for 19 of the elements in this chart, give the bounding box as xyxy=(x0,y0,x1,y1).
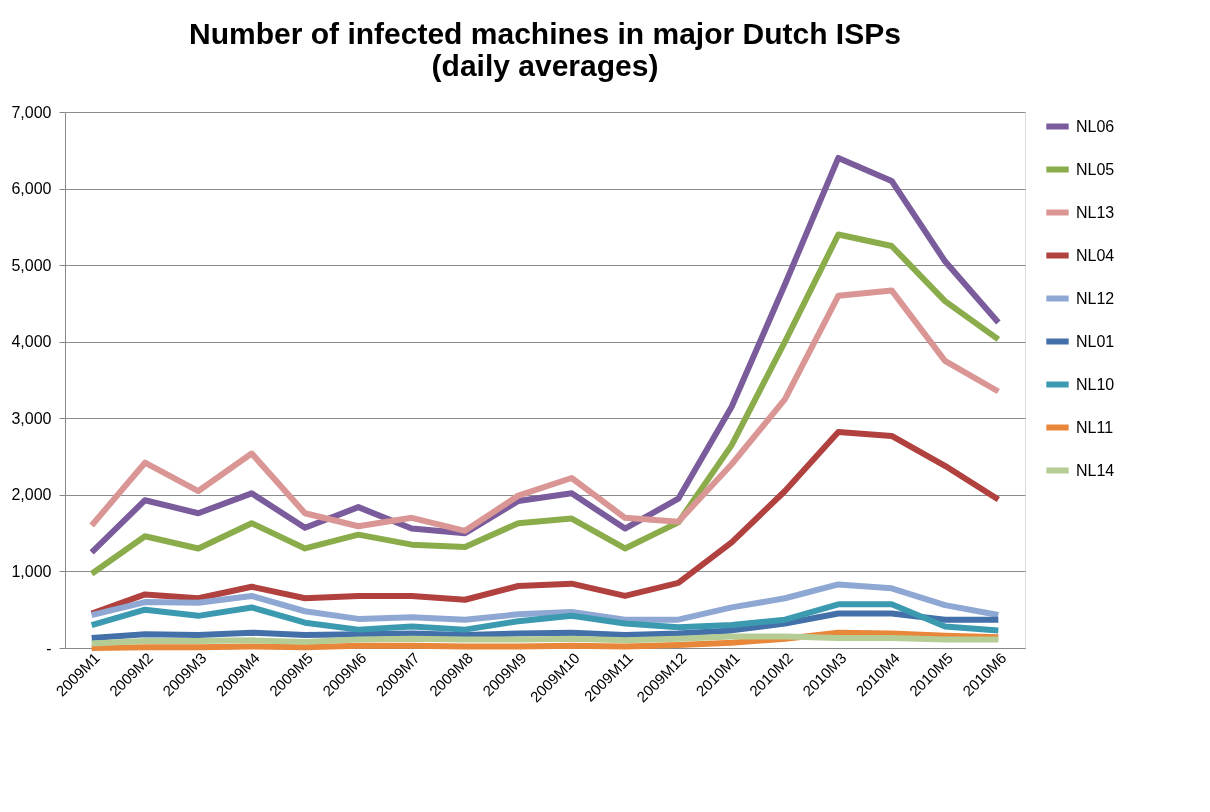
legend-label: NL11 xyxy=(1076,418,1114,436)
legend-label: NL10 xyxy=(1076,375,1115,393)
y-tick-label: 7,000 xyxy=(11,103,52,121)
legend-label: NL05 xyxy=(1076,160,1115,178)
legend-label: NL13 xyxy=(1076,203,1115,221)
y-tick-label: 3,000 xyxy=(11,409,52,427)
text: (daily averages) xyxy=(431,49,659,82)
y-tick-label: 2,000 xyxy=(11,486,52,504)
legend-label: NL01 xyxy=(1076,332,1115,350)
y-tick-label: 6,000 xyxy=(11,180,52,198)
legend-label: NL06 xyxy=(1076,117,1115,135)
legend-label: NL04 xyxy=(1076,246,1115,264)
y-tick-label: - xyxy=(46,639,52,657)
text: Number of infected machines in major Dutch ISPs xyxy=(189,17,901,50)
y-tick-label: 4,000 xyxy=(11,333,52,351)
legend-label: NL14 xyxy=(1076,461,1115,479)
y-tick-label: 5,000 xyxy=(11,256,52,274)
legend-label: NL12 xyxy=(1076,289,1115,307)
y-tick-label: 1,000 xyxy=(11,562,52,580)
